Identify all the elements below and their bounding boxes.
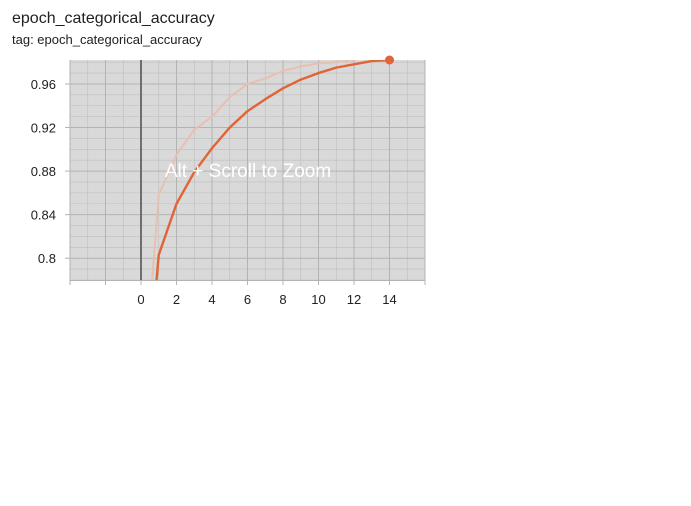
raw-series-line[interactable] — [141, 56, 390, 422]
x-tick-label: 6 — [244, 292, 251, 307]
x-tick-label: 14 — [382, 292, 396, 307]
y-tick-label: 0.92 — [31, 121, 56, 136]
x-tick-label: 2 — [173, 292, 180, 307]
y-tick-label: 0.8 — [38, 251, 56, 266]
zoom-hint-text: Alt + Scroll to Zoom — [165, 161, 331, 182]
last-point-marker[interactable] — [385, 55, 394, 65]
y-tick-label: 0.84 — [31, 208, 56, 223]
series-layer — [141, 56, 391, 454]
y-tick-label: 0.96 — [31, 77, 56, 92]
y-tick-label: 0.88 — [31, 164, 56, 179]
x-tick-label: 10 — [311, 292, 325, 307]
card-title: epoch_categorical_accuracy — [12, 10, 215, 27]
smoothed-series-line[interactable] — [141, 60, 391, 454]
x-tick-label: 8 — [279, 292, 286, 307]
tick-labels: 0 2 4 6 8 10 12 14 0.8 0.84 0.88 0.92 0.96 — [31, 77, 397, 307]
x-tick-label: 12 — [347, 292, 361, 307]
axes — [65, 60, 426, 285]
x-tick-label: 4 — [208, 292, 215, 307]
card-tag: tag: epoch_categorical_accuracy — [12, 32, 203, 47]
x-tick-label: 0 — [137, 292, 144, 307]
marker-layer — [385, 55, 394, 65]
